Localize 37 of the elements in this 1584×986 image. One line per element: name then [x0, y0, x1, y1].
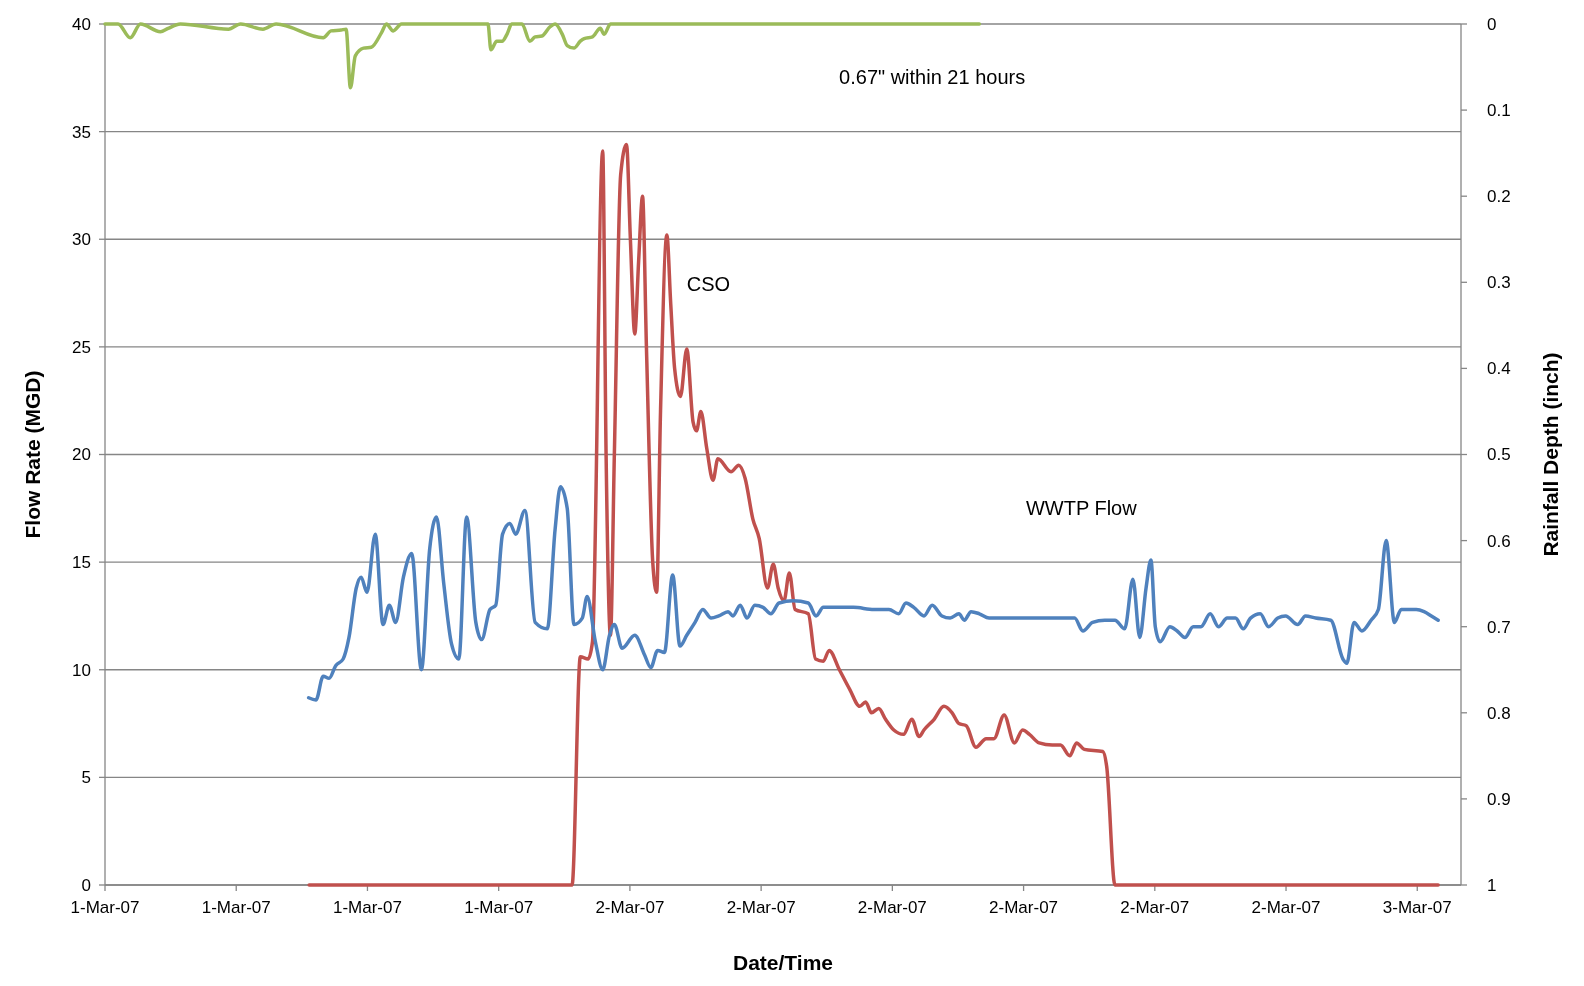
x-tick-label: 1-Mar-07 [70, 898, 140, 917]
x-tick-label: 2-Mar-07 [595, 898, 665, 917]
x-tick-label: 2-Mar-07 [857, 898, 927, 917]
x-tick-label: 2-Mar-07 [1251, 898, 1321, 917]
y-tick-label: 20 [72, 445, 91, 465]
x-tick-label: 1-Mar-07 [332, 898, 402, 917]
y2-axis-title: Rainfall Depth (inch) [1539, 352, 1562, 557]
x-tick-label: 2-Mar-07 [989, 898, 1059, 917]
y-tick-label: 15 [72, 553, 91, 573]
y2-tick-label: 1 [1487, 875, 1497, 895]
y2-tick-label: 0.9 [1487, 789, 1511, 809]
x-axis-title: Date/Time [733, 951, 833, 974]
series-label: CSO [686, 272, 731, 295]
y2-tick-label: 0 [1487, 14, 1497, 34]
y-tick-label: 30 [72, 230, 91, 250]
y-tick-label: 10 [72, 660, 91, 680]
y2-tick-label: 0.3 [1487, 273, 1511, 293]
y-tick-label: 35 [72, 122, 91, 142]
y-tick-label: 25 [72, 337, 91, 357]
y2-tick-label: 0.6 [1487, 531, 1511, 551]
x-tick-label: 1-Mar-07 [201, 898, 271, 917]
y2-tick-label: 0.2 [1487, 187, 1511, 207]
y-tick-label: 40 [72, 14, 91, 34]
y2-tick-label: 0.7 [1487, 617, 1511, 637]
y-tick-label: 5 [81, 768, 91, 788]
x-tick-label: 2-Mar-07 [1120, 898, 1190, 917]
y-tick-label: 0 [81, 875, 91, 895]
y2-tick-label: 0.4 [1487, 359, 1511, 379]
y2-tick-label: 0.1 [1487, 101, 1511, 121]
x-tick-label: 2-Mar-07 [726, 898, 796, 917]
y2-tick-label: 0.8 [1487, 703, 1511, 723]
y-axis-title: Flow Rate (MGD) [21, 370, 44, 539]
x-tick-label: 3-Mar-07 [1382, 898, 1452, 917]
text: WWTP Flow [1025, 496, 1138, 519]
x-tick-label: 1-Mar-07 [464, 898, 534, 917]
annotation: 0.67" within 21 hours [839, 66, 1026, 89]
y2-tick-label: 0.5 [1487, 445, 1511, 465]
